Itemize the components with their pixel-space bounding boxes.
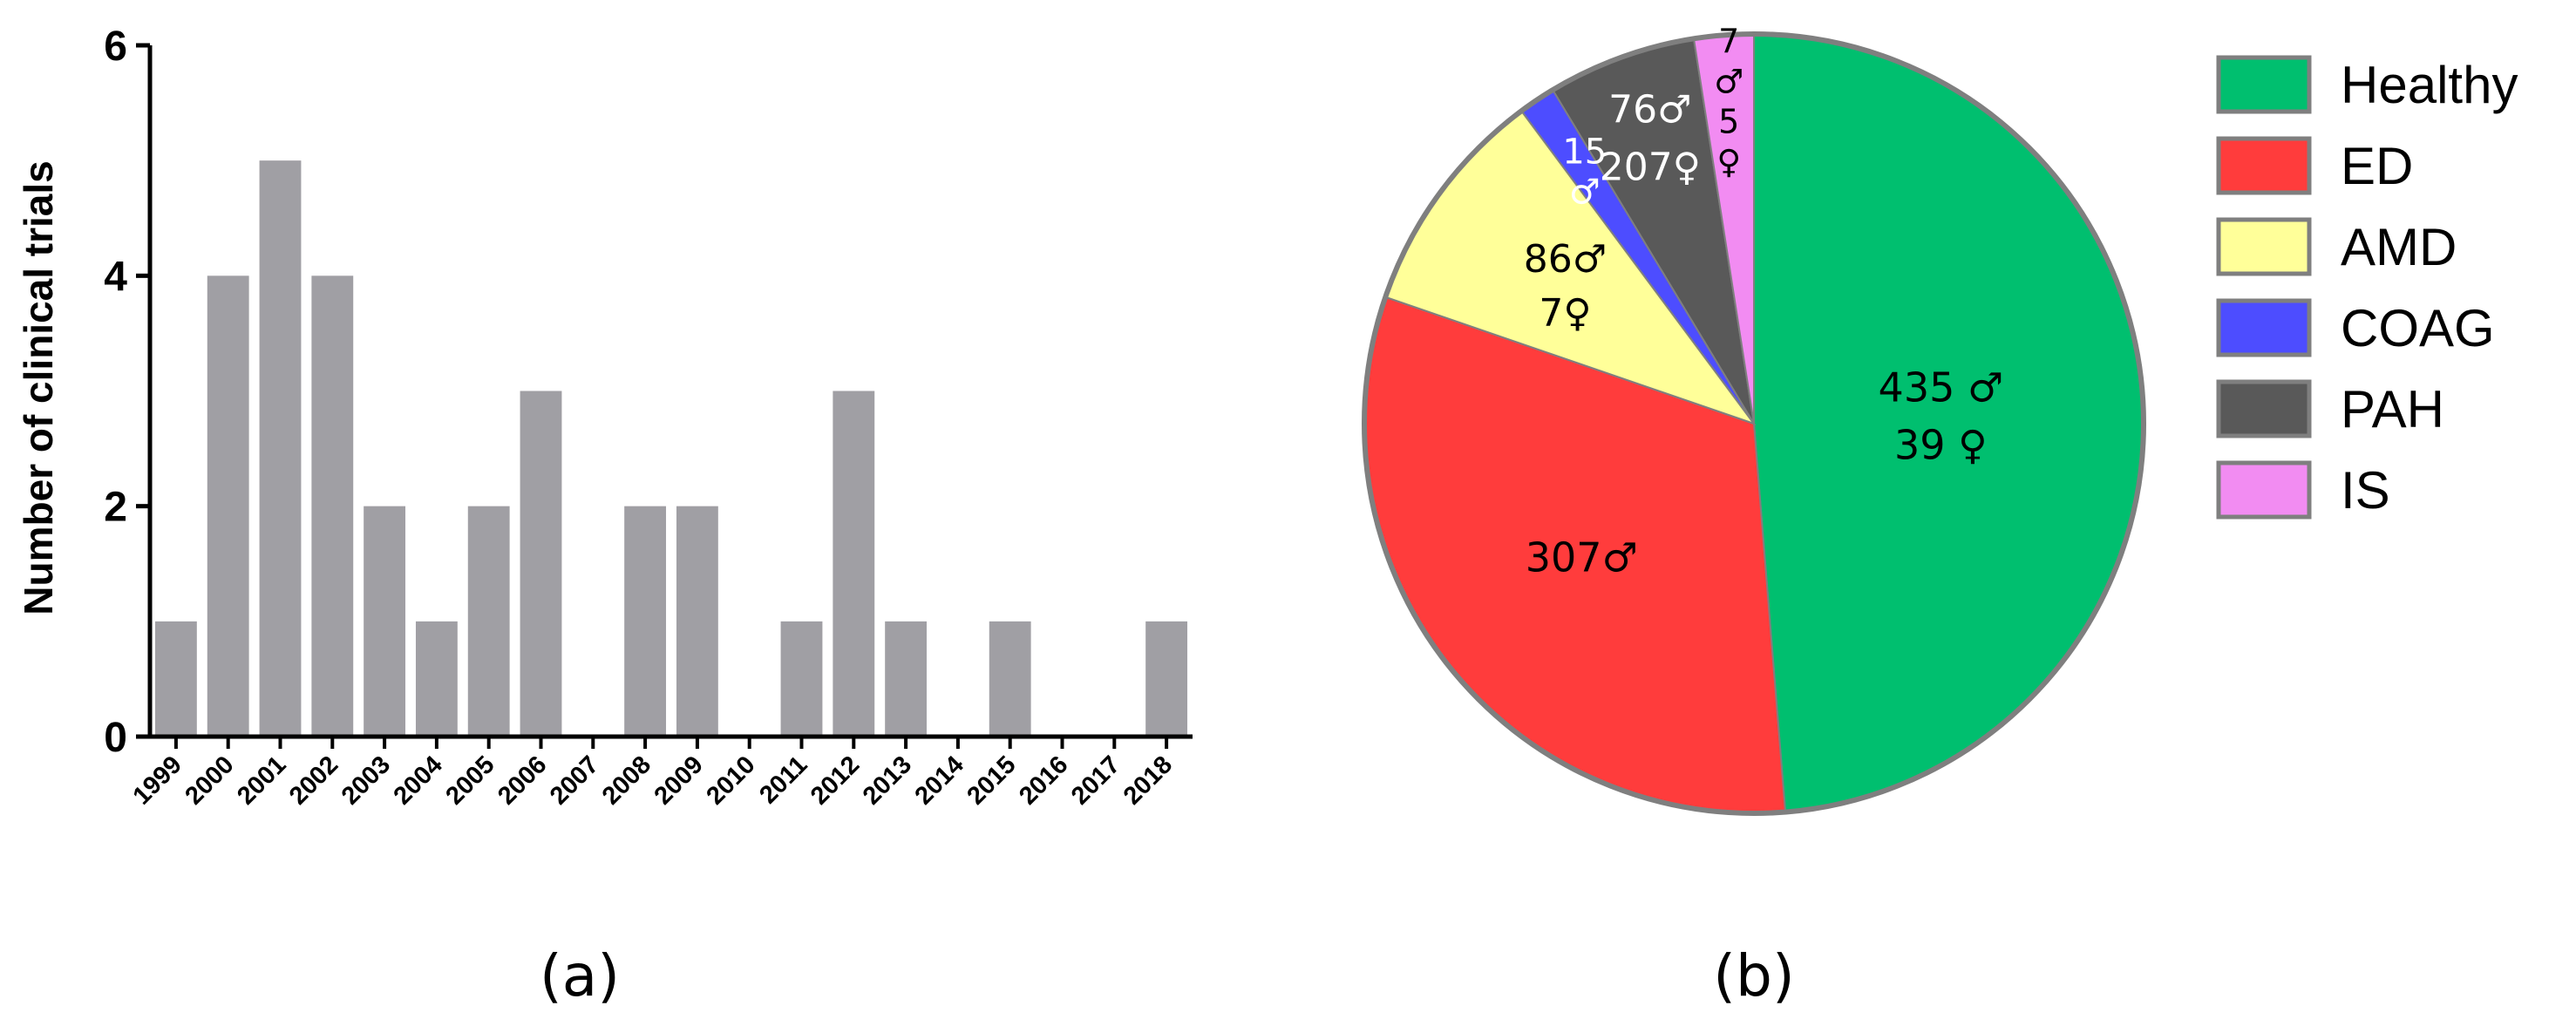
bar-2008 bbox=[624, 506, 667, 737]
legend-label-is: IS bbox=[2341, 461, 2390, 520]
pie-labels: 435 ♂39 ♀307♂86♂7♀15♂76♂207♀7♂5♀ bbox=[1524, 22, 2003, 581]
y-tick-label-2: 2 bbox=[104, 485, 127, 531]
legend-swatch-healthy bbox=[2216, 55, 2312, 114]
pie-label-is-2: ♂ bbox=[1714, 62, 1743, 100]
x-tick-label-2011: 2011 bbox=[754, 751, 812, 809]
pie-label-amd-2: 7♀ bbox=[1539, 291, 1591, 336]
legend-label-coag: COAG bbox=[2341, 299, 2495, 357]
bar-2011 bbox=[780, 621, 823, 737]
pie-label-is-1: 7 bbox=[1718, 22, 1739, 60]
legend-swatch-coag bbox=[2216, 298, 2312, 357]
x-tick-label-2003: 2003 bbox=[336, 751, 396, 810]
x-tick-label-2015: 2015 bbox=[962, 751, 1021, 810]
bar-2013 bbox=[885, 621, 928, 737]
x-tick-label-2016: 2016 bbox=[1014, 751, 1073, 810]
pie-slices bbox=[1363, 32, 2145, 814]
x-tick-label-2001: 2001 bbox=[232, 751, 291, 810]
y-tick-label-6: 6 bbox=[104, 24, 127, 70]
pie-label-coag-2: ♂ bbox=[1569, 172, 1601, 212]
y-tick-label-4: 4 bbox=[104, 254, 127, 300]
bar-2003 bbox=[364, 506, 406, 737]
x-tick-label-2005: 2005 bbox=[440, 751, 500, 810]
bar-1999 bbox=[154, 621, 197, 737]
bar-2005 bbox=[467, 506, 510, 737]
legend-swatch-amd bbox=[2216, 217, 2312, 276]
pie-legend: Healthy ED AMD COAG PAH IS bbox=[2216, 55, 2518, 520]
bar-2001 bbox=[259, 160, 302, 737]
bar-2000 bbox=[207, 275, 249, 737]
x-tick-label-2006: 2006 bbox=[493, 751, 552, 810]
x-tick-label-2007: 2007 bbox=[545, 751, 604, 810]
x-tick-label-2014: 2014 bbox=[910, 751, 969, 810]
legend-swatch-pah bbox=[2216, 379, 2312, 438]
panel-a-label: (a) bbox=[540, 942, 620, 1009]
x-tick-label-2012: 2012 bbox=[805, 751, 865, 810]
pie-chart: 435 ♂39 ♀307♂86♂7♀15♂76♂207♀7♂5♀ (b) bbox=[1362, 22, 2146, 1009]
legend-label-pah: PAH bbox=[2341, 380, 2444, 438]
legend-label-ed: ED bbox=[2341, 137, 2413, 195]
pie-label-amd-1: 86♂ bbox=[1524, 237, 1607, 282]
bar-marks bbox=[154, 160, 1188, 737]
y-tick-label-0: 0 bbox=[104, 715, 127, 761]
x-tick-label-2018: 2018 bbox=[1118, 751, 1178, 810]
x-tick-label-2013: 2013 bbox=[858, 751, 917, 810]
x-tick-label-2002: 2002 bbox=[284, 751, 343, 810]
pie-label-ed-1: 307♂ bbox=[1526, 534, 1638, 581]
pie-label-healthy-2: 39 ♀ bbox=[1894, 421, 1988, 468]
y-ticks: 0 2 4 6 bbox=[104, 24, 150, 761]
legend-swatch-ed bbox=[2216, 136, 2312, 195]
x-ticks: 1999200020012002200320042005200620072008… bbox=[128, 737, 1178, 811]
legend-label-amd: AMD bbox=[2341, 218, 2457, 276]
pie-label-healthy-1: 435 ♂ bbox=[1879, 364, 2004, 411]
x-tick-label-2004: 2004 bbox=[389, 751, 448, 810]
x-tick-label-1999: 1999 bbox=[128, 751, 187, 810]
pie-label-is-4: ♀ bbox=[1716, 142, 1741, 180]
bar-2018 bbox=[1145, 621, 1188, 737]
bar-2006 bbox=[520, 391, 562, 737]
x-tick-label-2008: 2008 bbox=[597, 751, 656, 810]
panel-b-label: (b) bbox=[1713, 942, 1794, 1009]
bar-2009 bbox=[676, 506, 718, 737]
legend-swatch-is bbox=[2216, 460, 2312, 520]
pie-outline bbox=[1362, 31, 2146, 816]
y-axis-label: Number of clinical trials bbox=[16, 160, 61, 615]
bar-2015 bbox=[989, 621, 1031, 737]
pie-label-pah-2: 207♀ bbox=[1600, 146, 1701, 190]
pie-label-is-3: 5 bbox=[1718, 102, 1739, 140]
bar-2002 bbox=[311, 275, 354, 737]
x-tick-label-2000: 2000 bbox=[180, 751, 239, 810]
pie-label-coag-1: 15 bbox=[1562, 132, 1607, 172]
x-tick-label-2010: 2010 bbox=[701, 751, 760, 810]
bar-2012 bbox=[833, 391, 875, 737]
pie-label-pah-1: 76♂ bbox=[1608, 88, 1691, 132]
bar-2004 bbox=[415, 621, 458, 737]
legend-label-healthy: Healthy bbox=[2341, 56, 2518, 114]
x-tick-label-2009: 2009 bbox=[649, 751, 709, 810]
x-tick-label-2017: 2017 bbox=[1066, 751, 1125, 810]
